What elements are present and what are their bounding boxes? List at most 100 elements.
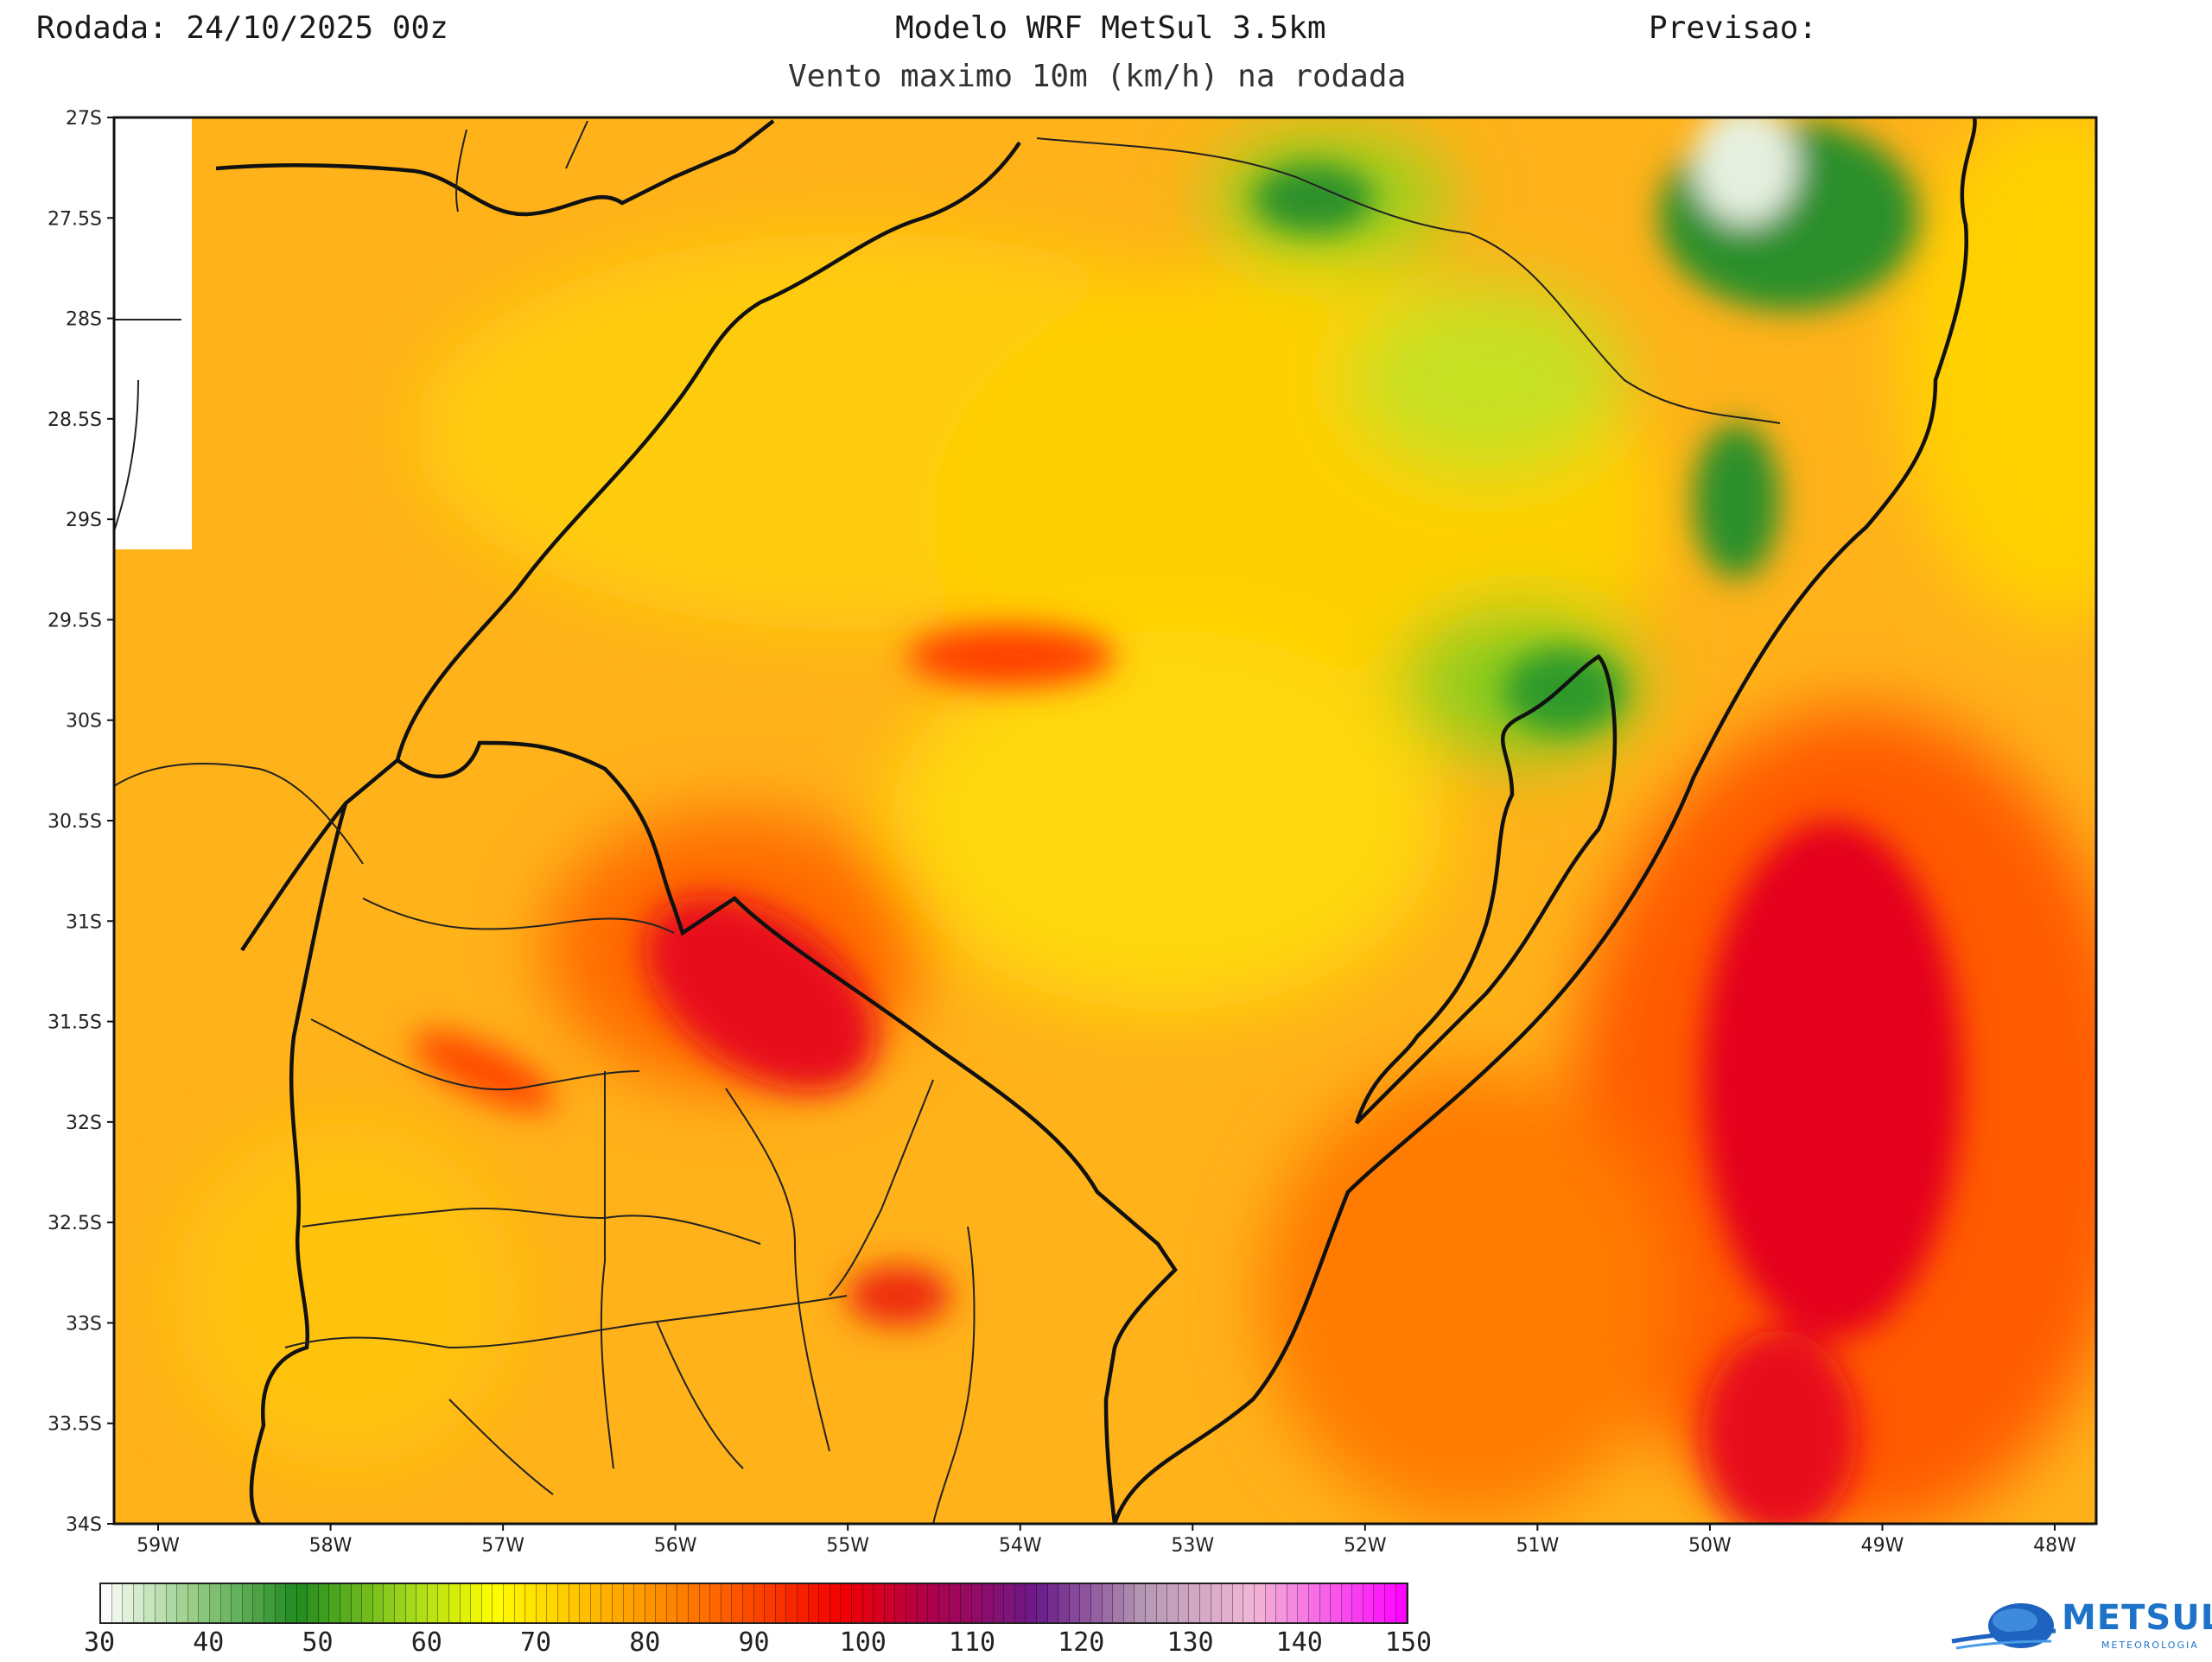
lat-tick-label: 32S [66, 1113, 102, 1134]
uruguay-argentina-border [249, 802, 348, 1524]
colorbar-cell [372, 1584, 385, 1622]
colorbar-cell [405, 1584, 417, 1622]
colorbar-cell [362, 1584, 373, 1622]
colorbar-cell [264, 1584, 276, 1622]
lon-tick-label: 59W [137, 1535, 180, 1557]
argentina-brazil-north-border [215, 119, 775, 217]
colorbar-cell [1091, 1584, 1103, 1622]
lon-tick-label: 52W [1344, 1535, 1387, 1557]
lat-tick-label: 28S [66, 309, 102, 331]
lon-tick-label: 55W [826, 1535, 869, 1557]
lon-tick-label: 58W [309, 1535, 353, 1557]
colorbar-cell [1146, 1584, 1157, 1622]
colorbar-cell [971, 1584, 983, 1622]
offshore-red-core [1702, 821, 1961, 1339]
colorbar-cell [220, 1584, 232, 1622]
logo-wordmark: METSUL [2062, 1598, 2212, 1638]
colorbar-cell [710, 1584, 721, 1622]
colorbar-cell [1308, 1584, 1320, 1622]
colorbar-cell [111, 1584, 124, 1622]
latitude-axis: 27S 27.5S 28S 28.5S 29S 29.5S 30S 30.5S 31S 31.5S… [48, 108, 114, 1536]
colorbar-tick-label: 80 [629, 1627, 661, 1658]
south-red-spot [847, 1266, 950, 1326]
lon-tick-label: 57W [481, 1535, 524, 1557]
colorbar-cell [166, 1584, 178, 1622]
colorbar-cell [950, 1584, 961, 1622]
lat-tick-label: 27.5S [48, 208, 102, 230]
colorbar-cell [438, 1584, 449, 1622]
no-data-strip [114, 117, 192, 549]
colorbar-cell [1199, 1584, 1211, 1622]
colorbar-cell [525, 1584, 537, 1622]
lat-tick-label: 31.5S [48, 1012, 102, 1034]
colorbar-cell [569, 1584, 581, 1622]
colorbar-cell [308, 1584, 319, 1622]
colorbar-cell [699, 1584, 711, 1622]
colorbar-cell [395, 1584, 406, 1622]
map-subtitle: Vento maximo 10m (km/h) na rodada [788, 59, 1407, 94]
colorbar-cell [471, 1584, 482, 1622]
campanha-red-core [645, 895, 876, 1092]
colorbar-cell [721, 1584, 733, 1622]
colorbar-cell [938, 1584, 950, 1622]
colorbar-cell [960, 1584, 972, 1622]
colorbar-cell [601, 1584, 613, 1622]
offshore-north-yellow [1901, 117, 2096, 622]
colorbar-cell [1004, 1584, 1015, 1622]
colorbar-cell [1135, 1584, 1146, 1622]
colorbar-cell [1374, 1584, 1386, 1622]
colorbar-cell [547, 1584, 558, 1622]
colorbar-cell [253, 1584, 264, 1622]
colorbar-cell [536, 1584, 548, 1622]
colorbar-cell [427, 1584, 439, 1622]
colorbar-cell [1254, 1584, 1266, 1622]
lat-tick-label: 27S [66, 108, 102, 130]
uruguay-dept-line-9 [448, 1321, 744, 1495]
colorbar-cell [318, 1584, 330, 1622]
southwest-yellow-zone [173, 1123, 518, 1469]
colorbar-cell [982, 1584, 994, 1622]
colorbar-cell [775, 1584, 787, 1622]
lat-tick-label: 33S [66, 1313, 102, 1335]
wind-field [114, 117, 2096, 1524]
colorbar-cell [743, 1584, 754, 1622]
colorbar-cell [503, 1584, 515, 1622]
colorbar-cell [123, 1584, 134, 1622]
colorbar-cell [1222, 1584, 1233, 1622]
colorbar-cell [1331, 1584, 1342, 1622]
country-borders [215, 117, 1977, 1524]
colorbar-cell [753, 1584, 766, 1622]
uruguay-dept-line-5 [600, 1071, 614, 1469]
colorbar-cell [1265, 1584, 1277, 1622]
colorbar-cell [481, 1584, 493, 1622]
lat-tick-label: 30.5S [48, 811, 102, 833]
colorbar-cell [677, 1584, 690, 1622]
colorbar-cell [286, 1584, 297, 1622]
colorbar-cell [862, 1584, 874, 1622]
north-white-spot [1694, 117, 1797, 225]
colorbar-cell [460, 1584, 472, 1622]
colorbar-cell [1123, 1584, 1135, 1622]
colorbar-cell [1080, 1584, 1092, 1622]
colorbar-cell [765, 1584, 776, 1622]
colorbar-cell [177, 1584, 188, 1622]
colorbar-cell [1395, 1584, 1408, 1622]
colorbar-cell [1276, 1584, 1287, 1622]
colorbar-cell [819, 1584, 830, 1622]
colorbar-cell [645, 1584, 657, 1622]
uruguay-dept-line-2 [310, 1018, 640, 1091]
metsul-logo: METSUL METEOROLOGIA [1948, 1598, 2212, 1659]
colorbar-cell [1069, 1584, 1081, 1622]
colorbar-cell [557, 1584, 569, 1622]
colorbar-cell [1211, 1584, 1223, 1622]
colorbar-cell [1113, 1584, 1124, 1622]
uruguay-dept-line-8 [932, 1226, 976, 1524]
colorbar-cell [666, 1584, 678, 1622]
colorbar-cell [101, 1584, 112, 1622]
coastal-orange-zone [1262, 1071, 1676, 1520]
wind-colorbar [99, 1583, 1408, 1624]
uruguay-dept-line-1 [362, 898, 675, 934]
offshore-south-red [1702, 1330, 1858, 1524]
forecast-label: Previsao: [1649, 10, 1818, 46]
